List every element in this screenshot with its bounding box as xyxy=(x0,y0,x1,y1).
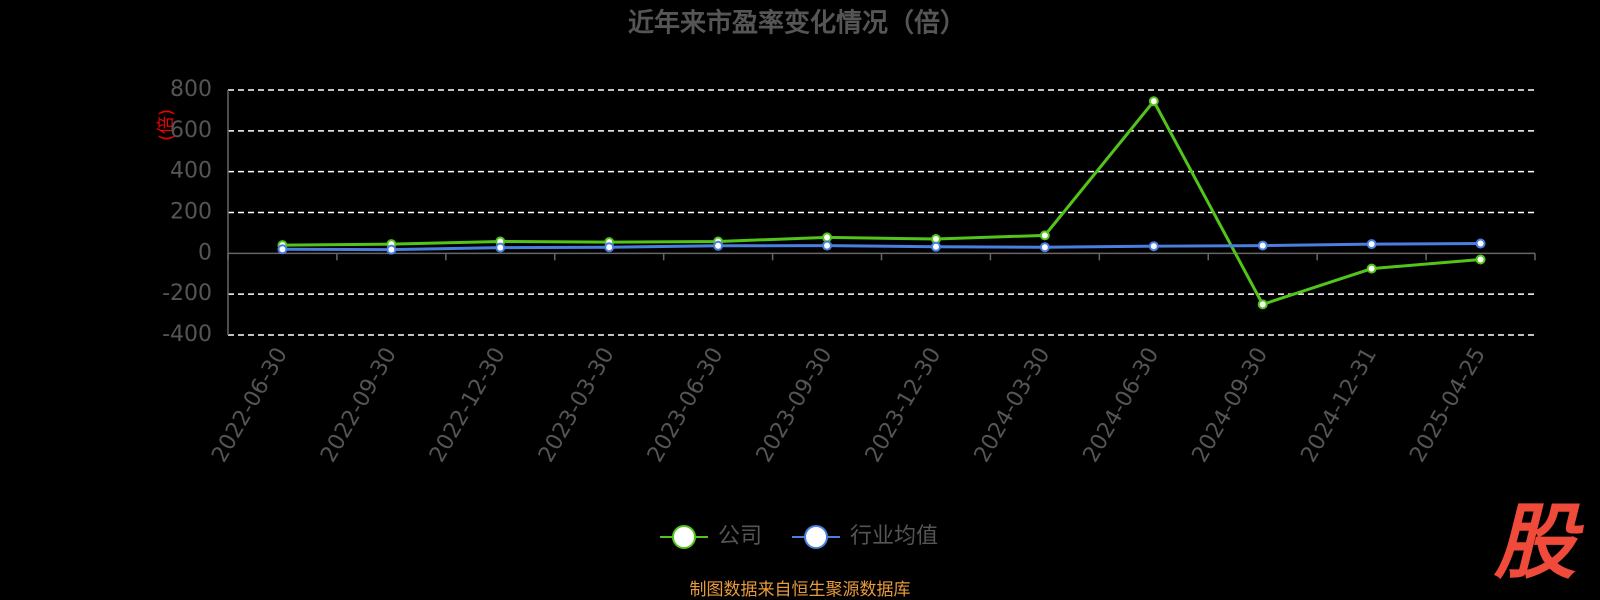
x-tick-label: 2023-09-30 xyxy=(752,344,838,467)
x-tick-label: 2023-12-30 xyxy=(861,343,947,466)
y-tick-label: 400 xyxy=(170,159,212,184)
x-tick-label: 2024-12-31 xyxy=(1296,344,1382,467)
point xyxy=(495,242,506,253)
legend-label: 行业均值 xyxy=(850,524,938,549)
series-line xyxy=(282,98,1481,307)
source-note: 制图数据来自恒生聚源数据库 xyxy=(690,580,911,600)
point xyxy=(713,240,724,251)
point xyxy=(1148,241,1159,252)
y-tick-label: 0 xyxy=(198,240,212,265)
x-tick-label: 2023-03-30 xyxy=(534,344,620,467)
legend-label: 公司 xyxy=(718,524,762,549)
point xyxy=(1039,242,1050,253)
point xyxy=(1366,239,1377,250)
x-tick-label: 2022-06-30 xyxy=(207,344,293,467)
point xyxy=(1366,263,1377,274)
point xyxy=(1257,240,1268,251)
y-tick-label: -400 xyxy=(162,322,212,347)
x-tick-label: 2022-09-30 xyxy=(316,344,402,467)
point xyxy=(1475,254,1486,265)
x-tick-label: 2022-12-30 xyxy=(425,343,511,466)
legend-marker xyxy=(804,525,829,549)
y-tick-label: -200 xyxy=(162,281,212,306)
point xyxy=(277,244,288,255)
series-line xyxy=(282,242,1481,252)
point xyxy=(930,241,941,252)
point xyxy=(1475,238,1486,249)
y-axis-label: (倍) xyxy=(156,109,177,141)
x-tick-label: 2024-06-30 xyxy=(1079,344,1165,467)
point xyxy=(1148,96,1159,107)
x-tick-label: 2023-06-30 xyxy=(643,344,729,467)
y-tick-label: 800 xyxy=(170,77,212,102)
x-tick-label: 2024-03-30 xyxy=(970,344,1056,467)
chart-title: 近年来市盈率变化情况（倍） xyxy=(628,8,966,39)
logo: 股 xyxy=(1493,495,1584,590)
legend-marker xyxy=(672,525,696,549)
point xyxy=(1257,299,1268,310)
point xyxy=(822,232,833,243)
x-tick-label: 2024-09-30 xyxy=(1188,344,1274,467)
point xyxy=(386,244,397,255)
x-tick-label: 2025-04-25 xyxy=(1405,344,1491,467)
point xyxy=(1039,230,1050,241)
y-tick-label: 200 xyxy=(170,200,212,225)
point xyxy=(604,242,615,253)
point xyxy=(822,240,833,251)
y-tick-label: 600 xyxy=(170,118,212,143)
